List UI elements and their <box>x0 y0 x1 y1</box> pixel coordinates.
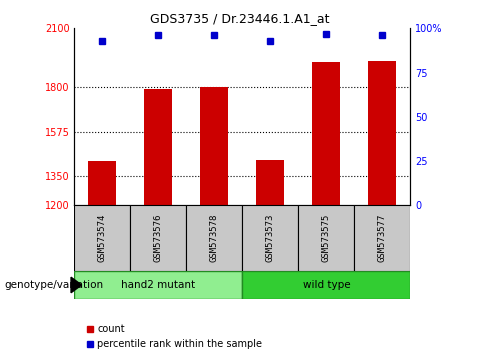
Text: GSM573578: GSM573578 <box>210 214 219 262</box>
Text: GSM573573: GSM573573 <box>266 214 275 262</box>
Text: GSM573575: GSM573575 <box>322 214 331 262</box>
Bar <box>201 87 228 205</box>
Bar <box>144 89 172 205</box>
Text: hand2 mutant: hand2 mutant <box>121 280 195 290</box>
Bar <box>131 205 186 271</box>
Bar <box>354 205 410 271</box>
Bar <box>186 205 242 271</box>
Text: GSM573576: GSM573576 <box>154 214 163 262</box>
Text: genotype/variation: genotype/variation <box>5 280 104 290</box>
Bar <box>74 205 131 271</box>
Text: GSM573577: GSM573577 <box>378 214 387 262</box>
Text: GDS3735 / Dr.23446.1.A1_at: GDS3735 / Dr.23446.1.A1_at <box>150 12 330 25</box>
Bar <box>242 205 299 271</box>
Bar <box>88 161 117 205</box>
Bar <box>369 61 396 205</box>
Text: GSM573574: GSM573574 <box>98 214 107 262</box>
Bar <box>256 160 284 205</box>
Legend: count, percentile rank within the sample: count, percentile rank within the sample <box>86 324 262 349</box>
Bar <box>299 205 354 271</box>
Bar <box>74 271 242 299</box>
Bar <box>242 271 410 299</box>
Text: wild type: wild type <box>302 280 350 290</box>
Bar <box>312 62 340 205</box>
